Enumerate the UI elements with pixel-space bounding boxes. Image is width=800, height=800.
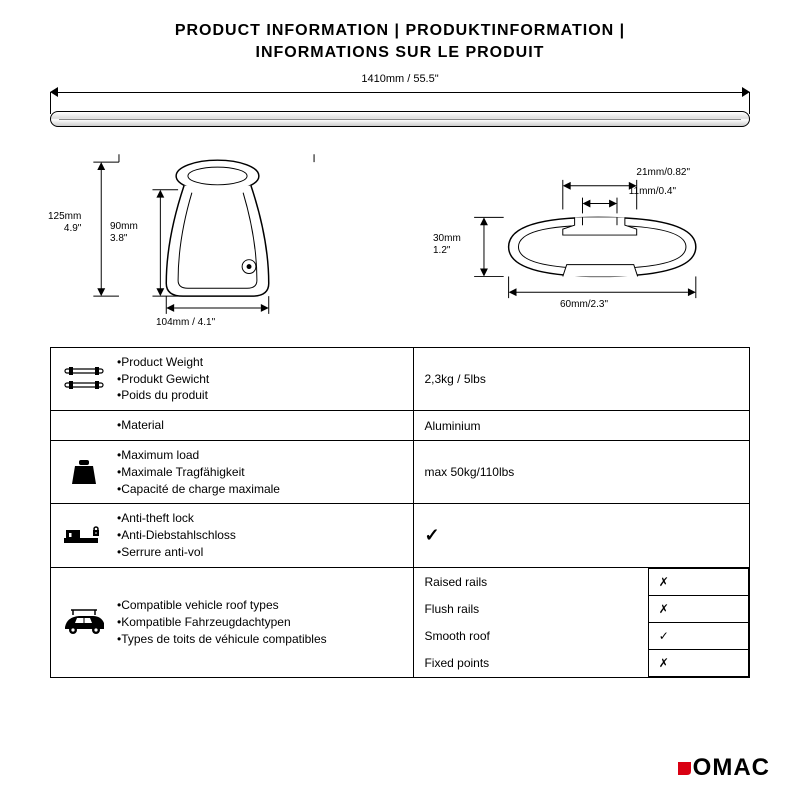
brand-text: OMAC [693,754,770,782]
row-load: Maximum load Maximale Tragfähigkeit Capa… [51,440,750,503]
profile-slot-w-label: 21mm/0.82" [636,167,690,179]
clamp-diagram: 125mm 4.9" 90mm 3.8" 104mm / 4.1" [50,149,385,329]
clamp-h-inner-label: 90mm 3.8" [110,221,138,245]
profile-diagram: 21mm/0.82" 11mm/0.4" 30mm 1.2" 60mm/2.3" [415,149,750,329]
spec-table: Product Weight Produkt Gewicht Poids du … [50,347,750,678]
compat-subtable: Raised rails✗ Flush rails✗ Smooth roof✓ … [414,568,749,677]
load-icon [61,458,107,486]
page-title: PRODUCT INFORMATION | PRODUKTINFORMATION… [50,20,750,65]
brand-mark-icon [678,762,691,775]
row-material: Material Aluminium [51,411,750,441]
compat-flush-value: ✗ [648,595,748,622]
clamp-svg [50,149,385,329]
load-value: max 50kg/110lbs [414,440,750,503]
clamp-width-dim [166,296,268,314]
weight-icon [61,365,107,393]
load-labels: Maximum load Maximale Tragfähigkeit Capa… [117,447,280,497]
profile-h-label: 30mm 1.2" [433,233,461,257]
length-dimension: 1410mm / 55.5" [50,73,750,97]
weight-value: 2,3kg / 5lbs [414,347,750,410]
material-labels: Material [117,417,164,434]
title-line-2: INFORMATIONS SUR LE PRODUIT [50,42,750,64]
clamp-h-outer-label: 125mm 4.9" [48,211,81,235]
clamp-shape [166,160,268,296]
profile-width-dim [509,276,696,298]
row-lock: Anti-theft lock Anti-Diebstahlschloss Se… [51,504,750,567]
slot-gap-dim [583,197,617,213]
material-value: Aluminium [414,411,750,441]
length-dim-line [50,87,750,97]
compat-labels: Compatible vehicle roof types Kompatible… [117,597,327,647]
compat-smooth-value: ✓ [648,622,748,649]
title-line-1: PRODUCT INFORMATION | PRODUKTINFORMATION… [50,20,750,42]
clamp-w-label: 104mm / 4.1" [156,317,215,329]
row-compat: Compatible vehicle roof types Kompatible… [51,567,750,677]
profile-w-label: 60mm/2.3" [560,299,608,311]
car-icon [61,607,107,637]
compat-fixed-value: ✗ [648,649,748,676]
lock-labels: Anti-theft lock Anti-Diebstahlschloss Se… [117,510,236,560]
length-label: 1410mm / 55.5" [361,73,438,85]
profile-height-dim [474,217,504,276]
profile-shape [509,217,696,276]
lock-icon [61,524,107,548]
compat-raised-value: ✗ [648,568,748,595]
profile-slot-gap-label: 11mm/0.4" [629,186,676,198]
brand-logo: OMAC [678,754,770,782]
row-weight: Product Weight Produkt Gewicht Poids du … [51,347,750,410]
weight-labels: Product Weight Produkt Gewicht Poids du … [117,354,209,404]
crossbar-side-view [50,111,750,127]
lock-check-icon: ✓ [424,525,439,545]
slot-width-dim [563,180,637,210]
diagram-area: 1410mm / 55.5" [50,73,750,678]
